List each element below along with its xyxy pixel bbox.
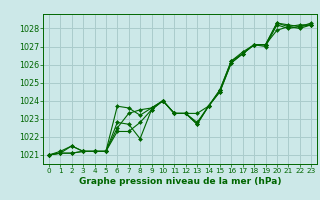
X-axis label: Graphe pression niveau de la mer (hPa): Graphe pression niveau de la mer (hPa) bbox=[79, 177, 281, 186]
